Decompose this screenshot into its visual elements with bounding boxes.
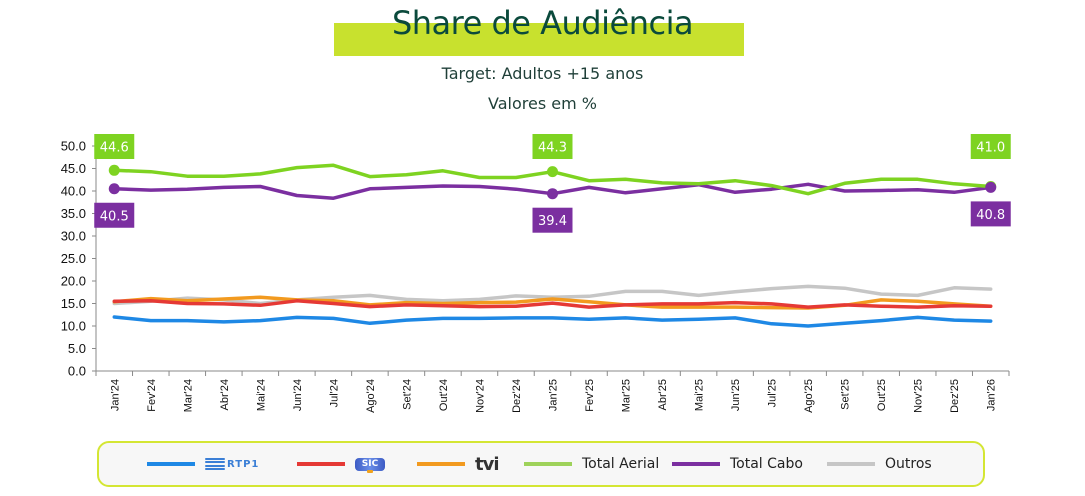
x-tick-label: Ago'24	[365, 379, 377, 413]
annotation-label-box	[94, 202, 135, 228]
annotation-marker	[547, 188, 558, 200]
x-tick-label: Nov'25	[913, 379, 925, 413]
y-tick-label: 30.0	[61, 229, 86, 244]
chart-annotations: 44.6 40.5 44.3 39.4 41.0 40.8	[94, 134, 1011, 233]
legend-item-total-aerial: Total Aerial	[524, 443, 659, 485]
series-line-sic	[112, 299, 993, 309]
legend-swatch-total-aerial	[524, 462, 572, 466]
x-tick-label: Jan'26	[986, 379, 998, 411]
legend-label-tvi: tvi	[475, 453, 499, 475]
y-tick-label: 20.0	[61, 274, 86, 289]
y-tick-label: 10.0	[61, 319, 86, 334]
annotation-marker	[547, 166, 558, 178]
x-tick-label: Ago'25	[803, 379, 815, 413]
chart-legend: RTP1 SIC tvi Total Aerial Total Cabo Out…	[97, 441, 985, 487]
tvi-logo-icon: tvi	[475, 454, 499, 475]
legend-item-rtp1: RTP1	[147, 443, 259, 485]
y-tick-label: 40.0	[61, 184, 86, 199]
annotation-marker	[108, 164, 120, 176]
x-tick-label: Mar'25	[621, 379, 633, 412]
annotation-label-box	[532, 207, 573, 233]
annotation-label-box	[970, 134, 1011, 159]
x-tick-label: Mar'24	[182, 379, 194, 412]
y-tick-label: 35.0	[61, 206, 86, 221]
line-chart: 0.0 5.0 10.0 15.0 20.0 25.0 30.0 35.0 40.0 45.0 50…	[61, 134, 1011, 413]
y-tick-label: 50.0	[61, 139, 86, 154]
annotation-label: 40.5	[100, 209, 129, 224]
annotation-label: 44.3	[538, 141, 567, 156]
x-tick-label: Jul'24	[328, 379, 340, 407]
legend-item-total-cabo: Total Cabo	[672, 443, 803, 485]
x-tick-label: Mai'25	[694, 379, 706, 411]
annotation-label-box	[970, 201, 1011, 227]
x-tick-label: Out'24	[438, 379, 450, 411]
page-title: Share de Audiência	[391, 4, 694, 42]
y-tick-label: 15.0	[61, 296, 86, 311]
legend-label-rtp1: RTP1	[227, 458, 260, 470]
annotation-label: 39.4	[538, 214, 567, 229]
title-highlight-bar	[334, 23, 744, 56]
legend-label-sic: SIC	[361, 459, 379, 469]
x-tick-label: Fev'25	[584, 379, 596, 412]
legend-swatch-rtp1	[147, 462, 195, 466]
x-tick-label: Jan'24	[109, 379, 121, 411]
legend-swatch-tvi	[417, 462, 465, 466]
x-tick-label: Dez'25	[949, 379, 961, 413]
x-tick-label: Jul'25	[767, 379, 779, 407]
annotation-label-box	[532, 134, 573, 159]
legend-label-total-aerial: Total Aerial	[582, 456, 660, 472]
annotation-marker	[985, 181, 997, 193]
x-tick-label: Fev'24	[146, 379, 158, 412]
y-tick-label: 5.0	[68, 341, 86, 356]
x-tick-label: Set'24	[401, 379, 413, 410]
legend-swatch-outros	[827, 462, 875, 466]
y-tick-label: 45.0	[61, 161, 86, 176]
y-tick-label: 0.0	[68, 364, 86, 379]
legend-swatch-total-cabo	[672, 462, 720, 466]
series-line-outros	[112, 284, 993, 306]
chart-subtitle-units: Valores em %	[488, 94, 597, 113]
x-tick-label: Nov'24	[474, 379, 486, 413]
x-tick-label: Jan'25	[548, 379, 560, 411]
series-line-rtp1	[112, 315, 993, 328]
chart-subtitle-target: Target: Adultos +15 anos	[441, 64, 644, 83]
x-tick-label: Abr'24	[219, 379, 231, 410]
x-tick-label: Jun'24	[292, 379, 304, 411]
x-tick-label: Out'25	[876, 379, 888, 411]
chart-axes: 0.0 5.0 10.0 15.0 20.0 25.0 30.0 35.0 40.0 45.0 50…	[61, 139, 1010, 413]
annotation-label: 40.8	[976, 208, 1005, 223]
annotation-label-box	[94, 134, 135, 159]
x-tick-label: Abr'25	[657, 379, 669, 410]
legend-item-outros: Outros	[827, 443, 932, 485]
x-tick-label: Set'25	[840, 379, 852, 410]
legend-item-sic: SIC	[297, 443, 385, 485]
legend-label-total-cabo: Total Cabo	[730, 456, 803, 472]
legend-swatch-sic	[297, 462, 345, 466]
y-tick-label: 25.0	[61, 251, 86, 266]
x-tick-label: Mai'24	[255, 379, 267, 411]
annotation-marker	[108, 183, 120, 195]
annotation-label: 41.0	[976, 141, 1005, 156]
legend-label-outros: Outros	[885, 456, 932, 472]
x-tick-label: Dez'24	[511, 379, 523, 413]
annotation-label: 44.6	[100, 141, 129, 156]
rtp1-logo-icon: RTP1	[205, 458, 259, 470]
sic-logo-icon: SIC	[355, 457, 385, 473]
legend-item-tvi: tvi	[417, 443, 499, 485]
x-tick-label: Jun'25	[730, 379, 742, 411]
